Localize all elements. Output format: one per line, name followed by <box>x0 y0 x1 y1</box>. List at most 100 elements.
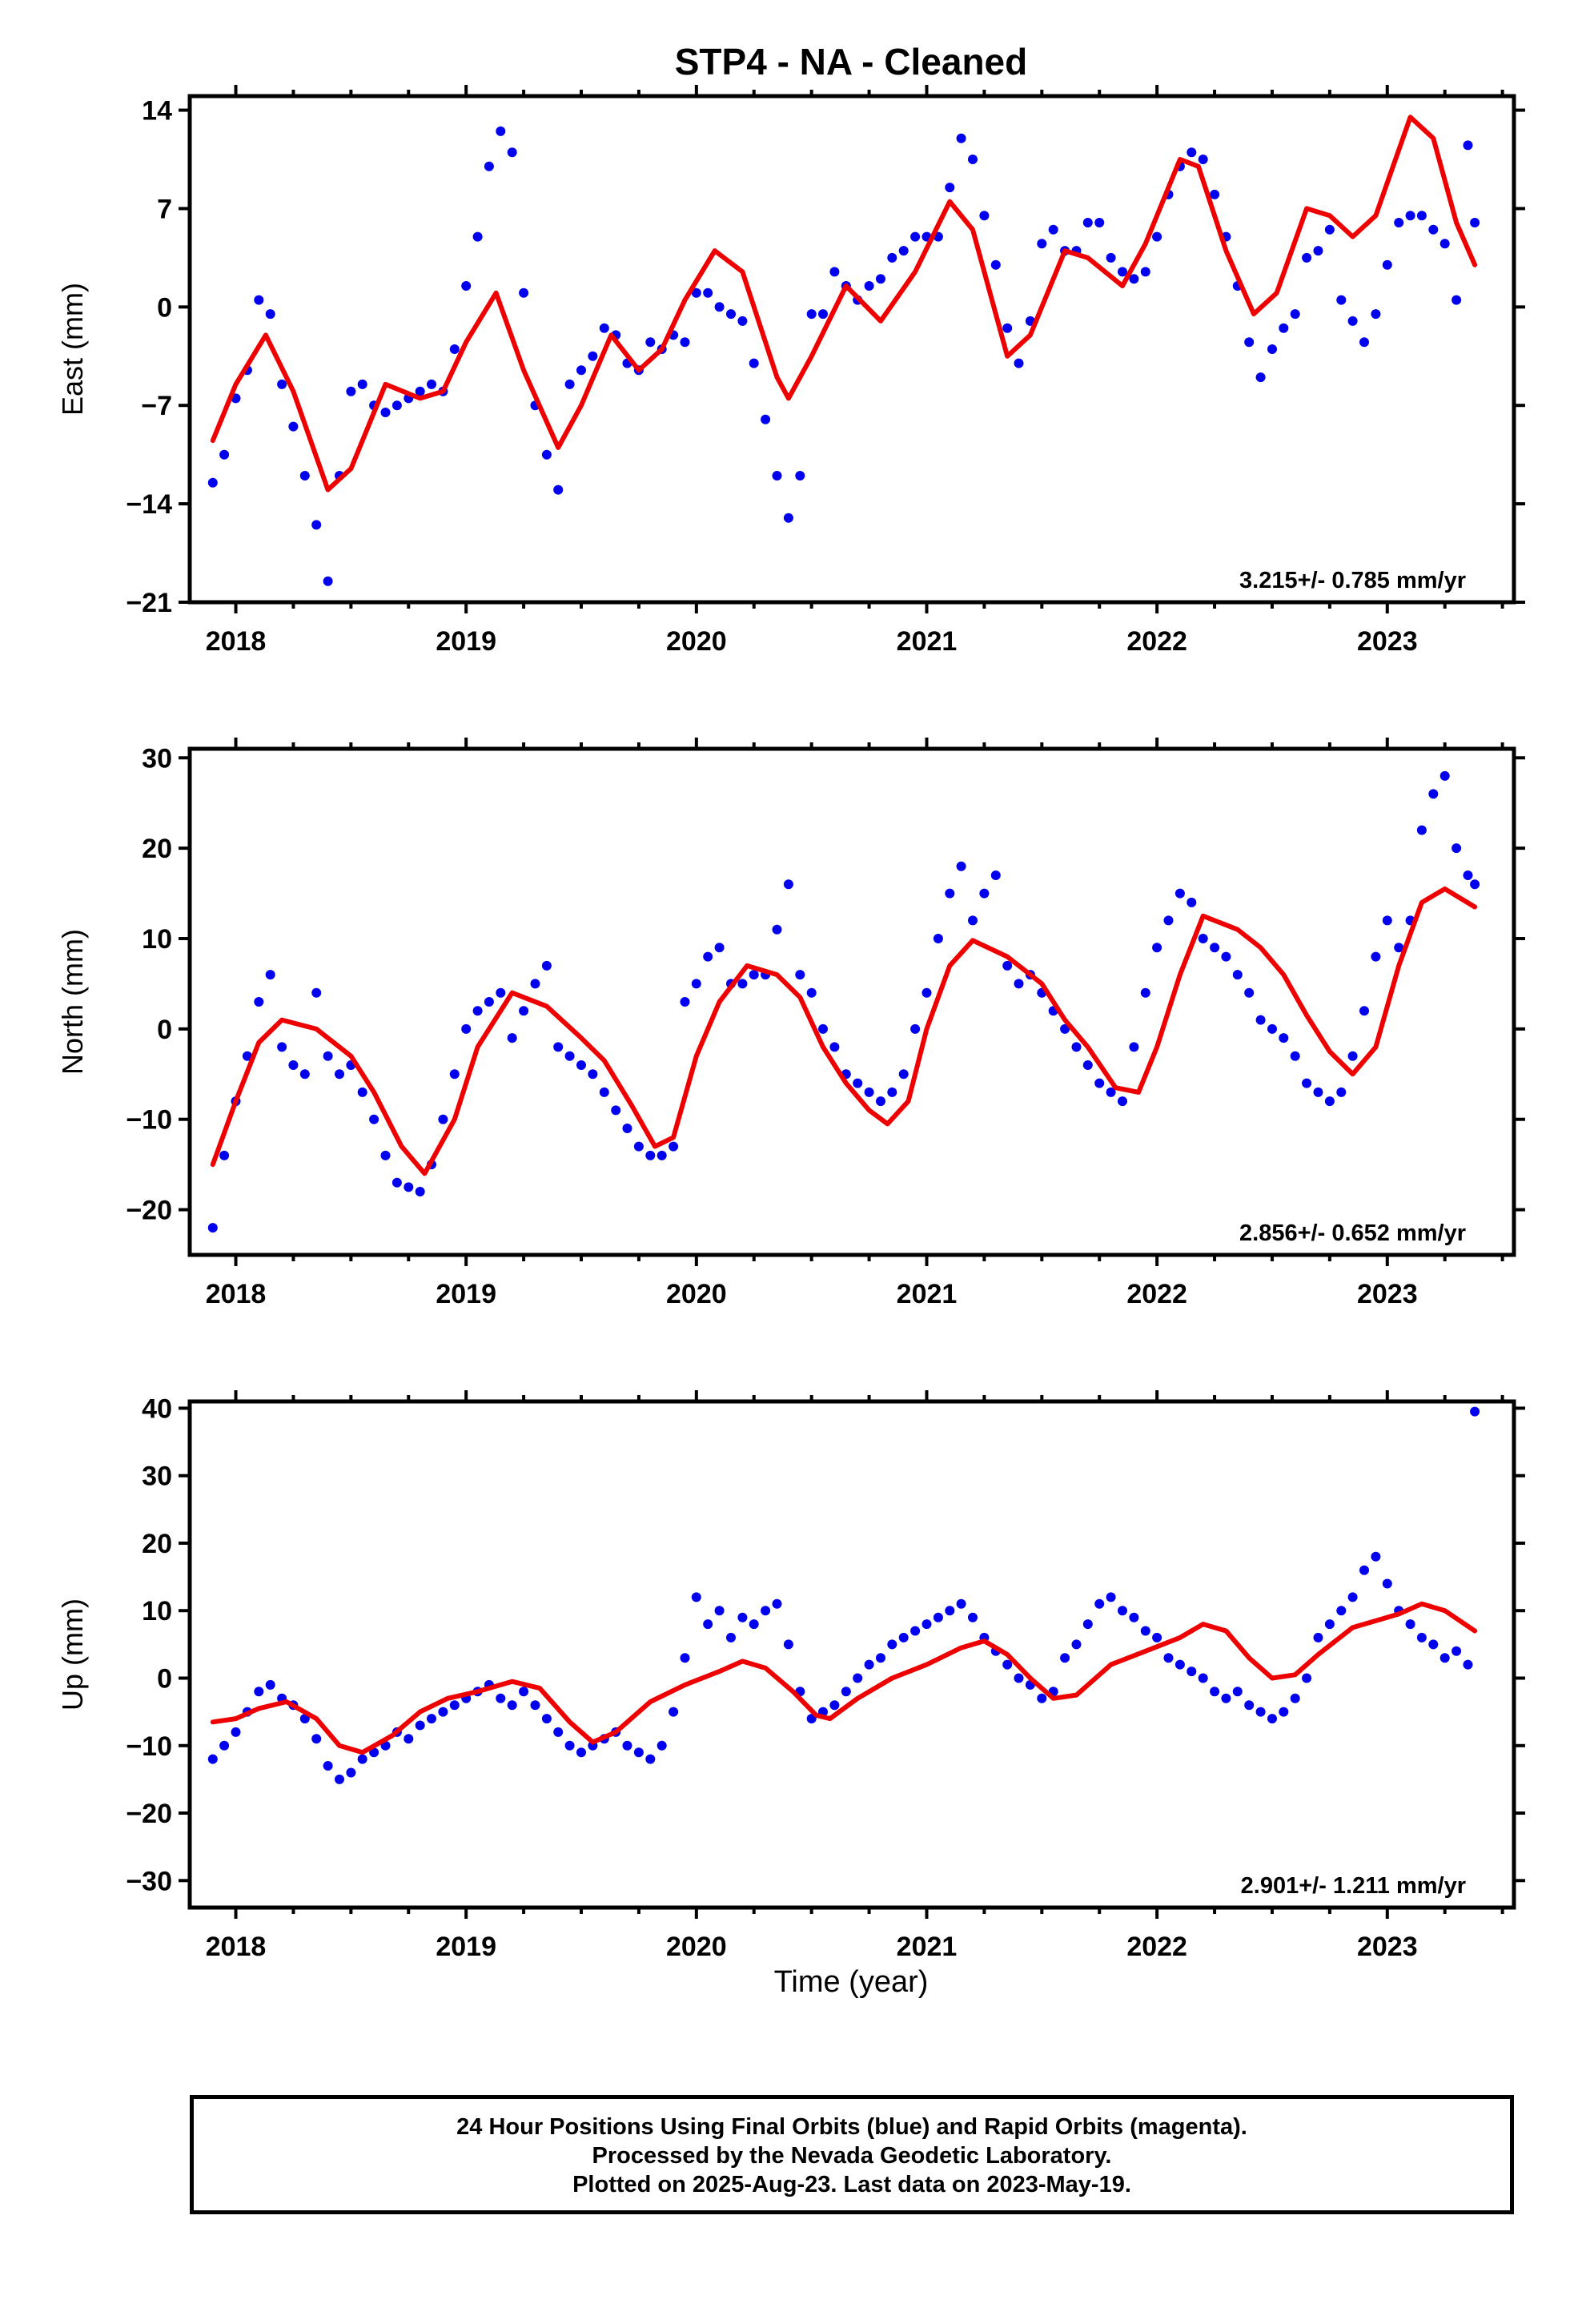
data-point <box>806 987 817 998</box>
data-point <box>265 970 275 980</box>
data-point <box>438 1707 448 1717</box>
data-point <box>864 1087 874 1097</box>
data-point <box>519 1687 529 1697</box>
plot-frame-north <box>187 746 1516 1257</box>
y-tick-label: 0 <box>157 1015 172 1045</box>
data-point <box>1082 1060 1093 1070</box>
data-point <box>404 1182 414 1192</box>
data-point <box>553 1727 564 1737</box>
data-point <box>1037 239 1047 249</box>
data-point <box>1452 295 1462 305</box>
data-point <box>461 281 472 291</box>
data-point <box>1140 267 1150 277</box>
data-point <box>1244 987 1255 998</box>
data-point <box>1174 1659 1185 1670</box>
data-point <box>1336 1087 1347 1097</box>
rate-annotation-up: 2.901+/- 1.211 mm/yr <box>1241 1873 1466 1899</box>
data-point <box>691 979 701 989</box>
data-point <box>1244 337 1255 348</box>
data-point <box>1347 1051 1358 1061</box>
data-point <box>1290 1693 1300 1703</box>
data-point <box>507 1033 517 1043</box>
data-point <box>933 934 943 943</box>
footer-line-1: 24 Hour Positions Using Final Orbits (bl… <box>456 2114 1247 2140</box>
data-point <box>599 323 609 333</box>
figure: STP4 - NA - Cleaned 14 7 0 −7 −14 −21 2018 2019… <box>56 41 1525 1999</box>
data-point <box>404 1734 414 1744</box>
data-point <box>887 1639 897 1650</box>
data-point <box>1439 1653 1450 1663</box>
data-point <box>783 513 793 523</box>
data-point <box>714 943 725 953</box>
data-point <box>484 161 494 171</box>
y-axis-label-up: Up (mm) <box>56 1598 89 1711</box>
data-point <box>853 1673 863 1683</box>
data-point <box>415 386 425 396</box>
data-point <box>1405 1619 1415 1630</box>
data-point <box>864 1659 874 1670</box>
data-point <box>519 1006 529 1016</box>
data-point <box>680 337 690 348</box>
data-point <box>576 365 586 376</box>
x-tick-label: 2019 <box>436 1279 496 1309</box>
data-point <box>1279 323 1289 333</box>
data-point <box>1382 1578 1392 1589</box>
data-point <box>507 1700 517 1711</box>
data-point <box>887 252 897 263</box>
y-tick-label: 10 <box>142 924 172 955</box>
data-point <box>1152 1632 1162 1642</box>
data-point <box>1106 252 1116 263</box>
panel-north: 30 20 10 0 −10 −20 2018 2019 2020 2021 2022 2023 Nor… <box>56 738 1525 1309</box>
data-point <box>1439 239 1450 249</box>
data-point <box>772 924 782 935</box>
panel-east: 14 7 0 −7 −14 −21 2018 2019 2020 2021 2022 2023 East… <box>56 85 1525 657</box>
data-point <box>1186 897 1197 907</box>
data-point <box>622 1740 632 1751</box>
data-point <box>1405 211 1415 221</box>
data-point <box>1048 224 1058 235</box>
data-point <box>749 1619 759 1630</box>
data-point <box>1382 915 1392 926</box>
data-point <box>1002 960 1013 971</box>
data-point <box>829 1042 840 1052</box>
data-point <box>449 344 460 354</box>
data-point <box>1198 1673 1208 1683</box>
data-point <box>898 246 909 256</box>
data-point <box>1336 295 1347 305</box>
data-point <box>1186 147 1197 158</box>
data-point <box>1302 1673 1312 1683</box>
data-point <box>530 1700 540 1711</box>
data-point <box>1371 1551 1381 1562</box>
data-point <box>669 1141 679 1152</box>
data-point <box>703 951 713 962</box>
data-point <box>714 302 725 312</box>
data-point <box>680 1653 690 1663</box>
data-point <box>207 1223 218 1233</box>
data-point <box>633 1747 644 1758</box>
data-point <box>703 287 713 298</box>
data-point <box>1094 1598 1105 1609</box>
data-point <box>691 1592 701 1602</box>
data-point <box>990 870 1001 880</box>
data-point <box>887 1087 897 1097</box>
y-tick-label: −20 <box>126 1799 172 1829</box>
data-point <box>1221 951 1231 962</box>
data-point <box>1140 987 1150 998</box>
data-point <box>1082 218 1093 227</box>
data-point <box>599 1087 609 1097</box>
data-point <box>564 379 575 389</box>
data-point <box>265 1679 275 1690</box>
data-point <box>449 1069 460 1080</box>
figure-title: STP4 - NA - Cleaned <box>675 41 1027 82</box>
data-point <box>726 309 736 320</box>
data-point <box>1232 1687 1243 1697</box>
y-tick-label: 30 <box>142 743 172 774</box>
x-tick-label: 2018 <box>206 626 267 657</box>
data-point <box>1302 252 1312 263</box>
data-point <box>576 1060 586 1070</box>
data-point <box>1324 1096 1335 1107</box>
data-point <box>772 1598 782 1609</box>
data-point <box>1313 246 1323 256</box>
data-point <box>656 1740 667 1751</box>
data-point <box>1163 915 1174 926</box>
